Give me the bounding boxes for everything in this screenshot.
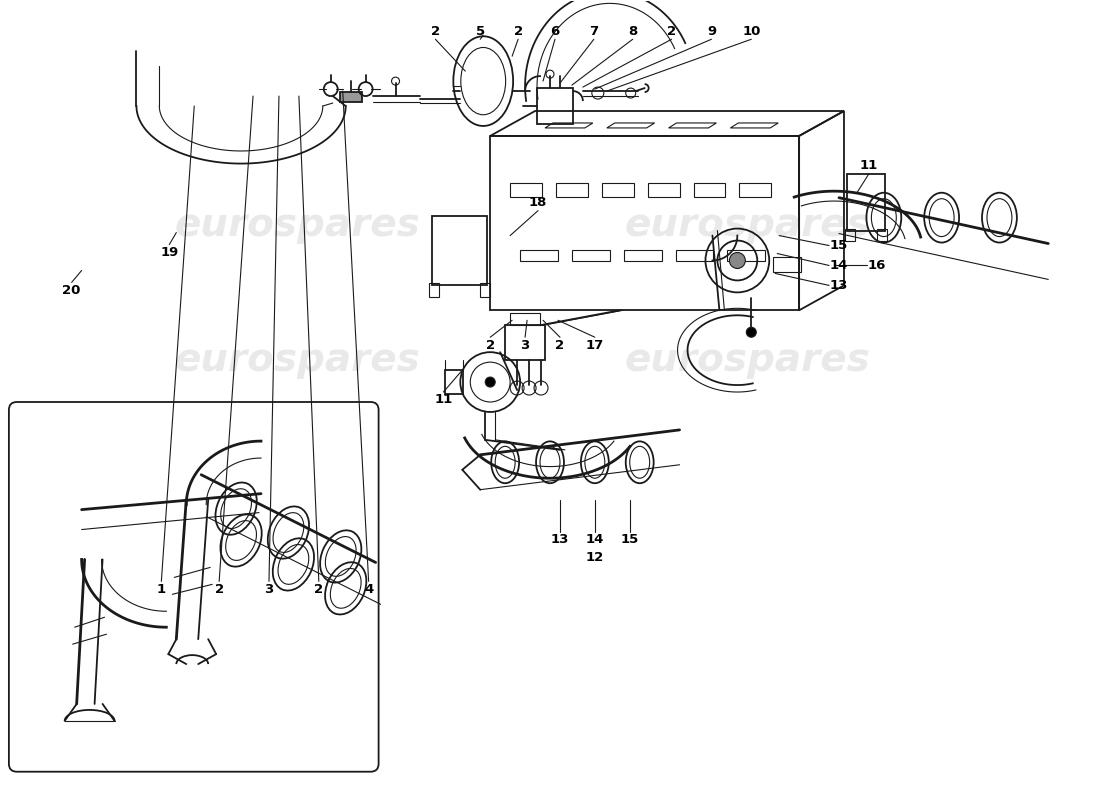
- Text: 20: 20: [63, 284, 81, 297]
- Circle shape: [729, 253, 746, 269]
- Bar: [429, 283, 439, 298]
- Bar: [693, 183, 725, 197]
- Bar: [510, 314, 540, 326]
- Text: 2: 2: [485, 338, 495, 352]
- Text: 5: 5: [475, 25, 485, 38]
- Text: 16: 16: [868, 259, 886, 272]
- Bar: [727, 250, 766, 262]
- Text: 10: 10: [742, 25, 760, 38]
- Text: 13: 13: [829, 279, 848, 292]
- Bar: [847, 174, 884, 231]
- Text: 3: 3: [264, 583, 274, 596]
- Text: 4: 4: [364, 583, 373, 596]
- Text: 19: 19: [161, 246, 178, 259]
- Text: 17: 17: [585, 338, 604, 352]
- Text: 6: 6: [550, 25, 560, 38]
- Bar: [845, 230, 855, 242]
- Text: 2: 2: [315, 583, 323, 596]
- Text: eurospares: eurospares: [175, 341, 421, 379]
- Text: 14: 14: [585, 533, 604, 546]
- Text: eurospares: eurospares: [625, 206, 870, 244]
- Bar: [648, 183, 680, 197]
- Circle shape: [746, 327, 757, 338]
- Bar: [877, 230, 887, 242]
- Text: 15: 15: [620, 533, 639, 546]
- Bar: [510, 183, 542, 197]
- Bar: [602, 183, 634, 197]
- Bar: [572, 250, 609, 262]
- Bar: [491, 136, 799, 310]
- Text: 11: 11: [434, 394, 452, 406]
- Text: 15: 15: [829, 239, 848, 252]
- Text: 2: 2: [514, 25, 522, 38]
- Text: 18: 18: [529, 196, 547, 209]
- Text: eurospares: eurospares: [175, 206, 421, 244]
- Text: 12: 12: [585, 551, 604, 564]
- Bar: [446, 370, 463, 394]
- Bar: [340, 92, 362, 102]
- Text: 3: 3: [520, 338, 530, 352]
- Text: 11: 11: [860, 159, 878, 172]
- Bar: [556, 183, 587, 197]
- Text: 7: 7: [590, 25, 598, 38]
- Text: 2: 2: [667, 25, 676, 38]
- Bar: [432, 216, 487, 286]
- Text: 9: 9: [707, 25, 716, 38]
- Text: 2: 2: [556, 338, 564, 352]
- Bar: [537, 88, 573, 124]
- Circle shape: [485, 377, 495, 387]
- Text: 14: 14: [829, 259, 848, 272]
- Text: 2: 2: [214, 583, 223, 596]
- Bar: [624, 250, 661, 262]
- Bar: [520, 250, 558, 262]
- Text: 1: 1: [157, 583, 166, 596]
- Text: 2: 2: [431, 25, 440, 38]
- Text: 13: 13: [551, 533, 569, 546]
- Bar: [739, 183, 771, 197]
- Bar: [505, 326, 544, 360]
- Bar: [481, 283, 491, 298]
- Bar: [675, 250, 714, 262]
- Text: eurospares: eurospares: [625, 341, 870, 379]
- Bar: [773, 257, 801, 273]
- Text: 8: 8: [628, 25, 637, 38]
